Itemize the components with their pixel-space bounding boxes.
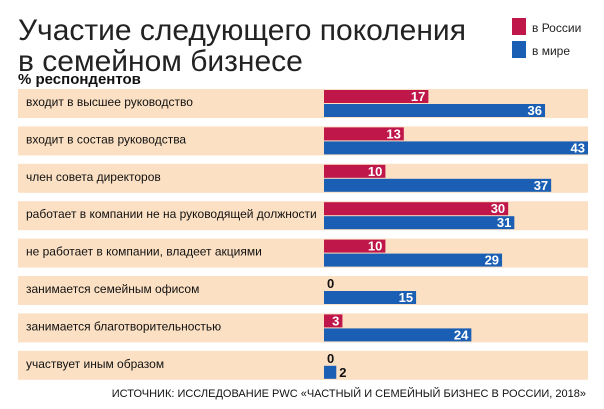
legend-swatch-world: [512, 41, 526, 58]
data-label-russia: 13: [386, 126, 400, 141]
data-label-world: 2: [339, 365, 346, 380]
data-label-russia: 10: [368, 164, 382, 179]
category-label: член совета директоров: [26, 170, 161, 184]
category-label: входит в высшее руководство: [26, 95, 193, 109]
bar-russia: [324, 239, 386, 253]
chart-source: ИСТОЧНИК: ИССЛЕДОВАНИЕ PWC «ЧАСТНЫЙ И СЕ…: [112, 387, 586, 400]
category-label: работает в компании не на руководящей до…: [26, 207, 317, 221]
data-label-russia: 0: [327, 276, 334, 291]
bar-world: [324, 104, 546, 117]
chart-title-line-1: Участие следующего поколения: [18, 14, 466, 47]
data-label-russia: 0: [327, 351, 334, 366]
data-label-world: 31: [497, 215, 511, 230]
bar-russia: [324, 90, 429, 103]
data-label-russia: 3: [332, 313, 339, 328]
legend-label-world: в мире: [532, 44, 570, 58]
legend-swatch-russia: [512, 18, 526, 35]
row-background: [18, 313, 588, 343]
data-label-russia: 17: [411, 89, 425, 104]
data-label-russia: 30: [491, 201, 505, 216]
bar-russia: [324, 202, 509, 216]
data-label-russia: 10: [368, 239, 382, 254]
data-label-world: 29: [485, 253, 499, 268]
category-label: не работает в компании, владеет акциями: [26, 245, 262, 259]
bar-russia: [324, 164, 386, 178]
bar-world: [324, 216, 515, 230]
category-label: участвует иным образом: [26, 357, 164, 371]
chart-title-line-2: в семейном бизнесе: [18, 45, 303, 78]
category-label: занимается семейным офисом: [26, 282, 199, 296]
row-background: [18, 350, 588, 380]
chart-subtitle: % респондентов: [18, 71, 141, 88]
bar-world: [324, 291, 417, 304]
chart-rows: входит в высшее руководство 17 36 входит в …: [18, 89, 588, 380]
bar-world: [324, 141, 588, 155]
row-background: [18, 276, 588, 305]
legend-label-russia: в России: [532, 21, 581, 35]
data-label-world: 24: [454, 327, 469, 342]
data-label-world: 15: [399, 290, 413, 305]
data-label-world: 43: [571, 140, 585, 155]
bar-world: [324, 328, 472, 342]
data-label-world: 36: [528, 103, 542, 118]
bar-russia: [324, 314, 343, 328]
bar-world: [324, 253, 503, 267]
bar-world: [324, 178, 552, 192]
legend: в России в мире: [512, 18, 581, 58]
bar-russia: [324, 127, 404, 141]
data-label-world: 37: [534, 178, 548, 193]
bar-world: [324, 365, 337, 379]
category-label: входит в состав руководства: [26, 132, 186, 146]
category-label: занимается благотворительностью: [26, 319, 221, 333]
